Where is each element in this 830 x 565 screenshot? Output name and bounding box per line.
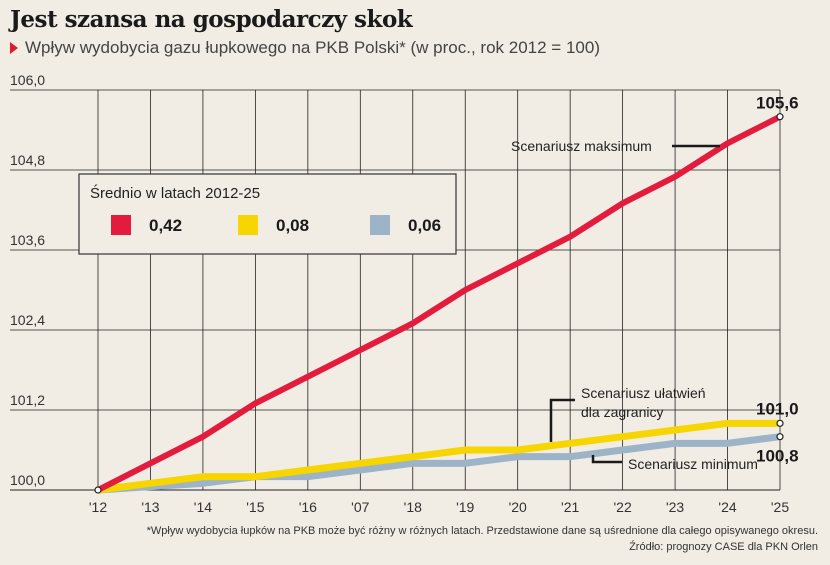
annotation-max: Scenariusz maksimum: [511, 138, 652, 154]
legend-value: 0,08: [276, 216, 309, 235]
y-tick-label: 102,4: [10, 312, 45, 328]
annotation-zagr-line: dla zagranicy: [581, 404, 664, 420]
series-line-zagr: [94, 419, 784, 494]
chart-subtitle: Wpływ wydobycia gazu łupkowego na PKB Po…: [10, 38, 600, 58]
leader-line-zagr: [549, 398, 575, 442]
legend-box: Średnio w latach 2012-25 0,42 0,08 0,06: [78, 173, 457, 255]
x-tick-label: '20: [509, 499, 527, 515]
end-label-zagr: 101,0: [756, 399, 799, 418]
source-note: Źródło: prognozy CASE dla PKN Orlen: [629, 541, 818, 553]
x-tick-label: '14: [194, 499, 212, 515]
y-tick-label: 103,6: [10, 232, 45, 248]
x-tick-label: '12: [89, 499, 107, 515]
x-tick-label: '25: [771, 499, 789, 515]
annotation-zagr-line: Scenariusz ułatwień: [581, 385, 706, 401]
legend-background: [78, 173, 457, 255]
x-tick-label: '15: [246, 499, 264, 515]
legend-swatch: [111, 215, 131, 235]
end-labels: 105,6 101,0 100,8: [756, 94, 799, 466]
series-end-point-min: [776, 433, 784, 441]
end-label-min: 100,8: [756, 447, 799, 466]
series-line-min: [94, 433, 784, 494]
x-tick-label: '07: [351, 499, 369, 515]
annotation-min: Scenariusz minimum: [628, 456, 758, 472]
x-axis-tick-labels: '12 '13 '14 '15 '16 '07 '18 '19 '20 '21 '22 '23 '24 '…: [89, 499, 789, 515]
legend-swatch: [238, 215, 258, 235]
series-end-point-zagr: [776, 419, 784, 427]
end-label-max: 105,6: [756, 94, 799, 113]
annotations: Scenariusz maksimum Scenariusz ułatwień dl…: [511, 138, 758, 472]
legend-title: Średnio w latach 2012-25: [90, 184, 260, 202]
x-tick-label: '18: [404, 499, 422, 515]
series-lines: [94, 113, 784, 494]
legend-value: 0,06: [408, 216, 441, 235]
chart-subtitle-text: Wpływ wydobycia gazu łupkowego na PKB Po…: [25, 38, 600, 57]
legend-items: 0,42 0,08 0,06: [111, 215, 441, 235]
series-line-max: [95, 113, 783, 493]
series-start-point: [94, 486, 102, 494]
x-tick-label: '22: [613, 499, 631, 515]
x-tick-label: '24: [718, 499, 736, 515]
x-tick-label: '13: [141, 499, 159, 515]
x-tick-label: '23: [666, 499, 684, 515]
x-tick-label: '21: [561, 499, 579, 515]
y-tick-label: 106,0: [10, 72, 45, 88]
series-end-point-max: [776, 113, 784, 121]
line-chart: 100,0 101,2 102,4 103,6 104,8 106,0 '12 '13 '14…: [10, 72, 799, 515]
y-axis-tick-labels: 100,0 101,2 102,4 103,6 104,8 106,0: [10, 72, 45, 488]
y-tick-label: 104,8: [10, 152, 45, 168]
x-tick-label: '19: [456, 499, 474, 515]
triangle-right-icon: [10, 42, 18, 54]
legend-swatch: [370, 215, 390, 235]
leader-line-min: [591, 455, 622, 464]
chart-title: Jest szansa na gospodarczy skok: [10, 6, 413, 33]
legend-value: 0,42: [149, 216, 182, 235]
y-tick-label: 100,0: [10, 472, 45, 488]
y-tick-label: 101,2: [10, 392, 45, 408]
footnote: *Wpływ wydobycia łupków na PKB może być …: [146, 525, 818, 537]
x-tick-label: '16: [299, 499, 317, 515]
